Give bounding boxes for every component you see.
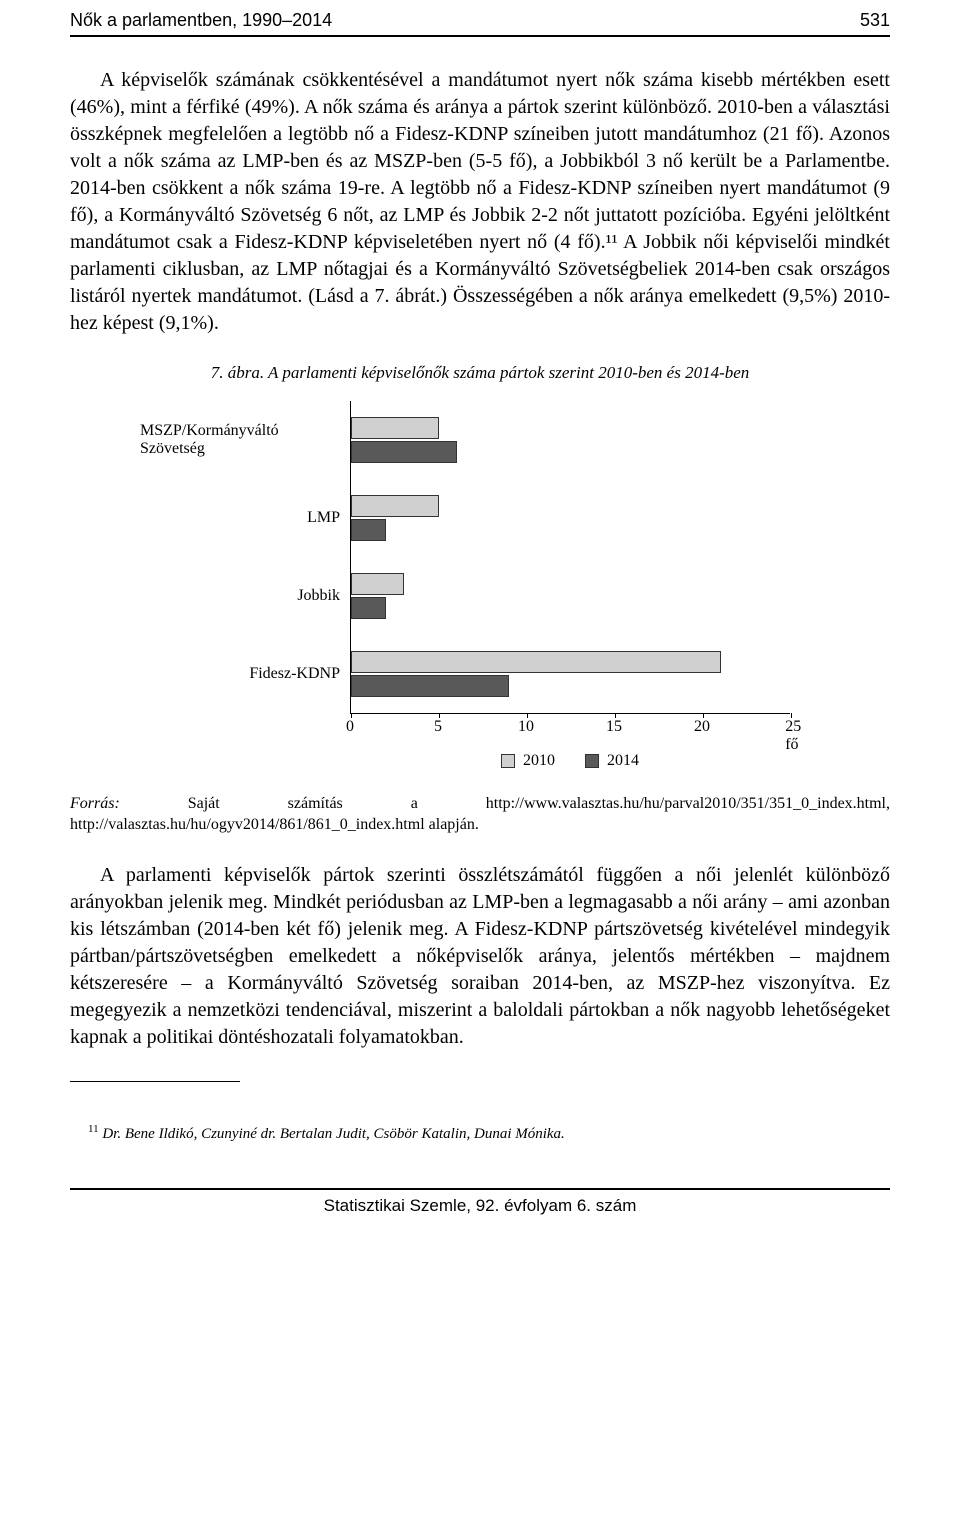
chart-x-tick-label: 20 [694,718,710,736]
chart-legend-swatch [585,754,599,768]
paragraph-1: A képviselők számának csökkentésével a m… [70,67,890,337]
chart-category-label: LMP [140,479,350,557]
running-header: Nők a parlamentben, 1990–2014 531 [70,10,890,31]
chart-x-tick-label: 15 [606,718,622,736]
chart-source: Forrás: Saját számítás a http://www.vala… [70,794,890,836]
footnote-text: Dr. Bene Ildikó, Czunyiné dr. Bertalan J… [102,1126,564,1142]
chart-bar-group [351,557,790,635]
chart-bar [351,441,457,463]
running-title: Nők a parlamentben, 1990–2014 [70,10,332,31]
footnote: 11 Dr. Bene Ildikó, Czunyiné dr. Bertala… [70,1122,890,1145]
chart-category-label: MSZP/Kormányváltó Szövetség [140,401,350,479]
chart-legend-label: 2014 [607,752,639,770]
paragraph-2: A parlamenti képviselők pártok szerinti … [70,862,890,1051]
footnote-rule [70,1081,240,1082]
chart-x-tick-label: 25 fő [785,718,801,754]
chart-category-label: Jobbik [140,557,350,635]
source-text: Saját számítás a http://www.valasztas.hu… [70,795,890,833]
chart-x-tick-label: 5 [434,718,442,736]
chart-x-tick-label: 10 [518,718,534,736]
chart-bar [351,597,386,619]
chart-bar [351,651,721,673]
source-label: Forrás: [70,795,188,812]
chart-legend-item: 2010 [501,752,555,770]
chart-category-label: Fidesz-KDNP [140,635,350,713]
chart-bar [351,573,404,595]
chart-bar-group [351,635,790,713]
chart-bar-group [351,479,790,557]
page-footer: Statisztikai Szemle, 92. évfolyam 6. szá… [70,1188,890,1216]
chart-bar [351,675,509,697]
chart-bar [351,495,439,517]
footnote-marker: 11 [88,1123,99,1135]
chart-legend-item: 2014 [585,752,639,770]
chart-bar [351,519,386,541]
chart-legend-swatch [501,754,515,768]
header-rule [70,35,890,37]
chart-bar-group [351,401,790,479]
chart-x-tick-label: 0 [346,718,354,736]
chart-figure: MSZP/Kormányváltó SzövetségLMPJobbikFide… [140,401,820,770]
chart-caption: 7. ábra. A parlamenti képviselőnők száma… [70,363,890,383]
page-number: 531 [860,10,890,31]
chart-bar [351,417,439,439]
chart-legend-label: 2010 [523,752,555,770]
